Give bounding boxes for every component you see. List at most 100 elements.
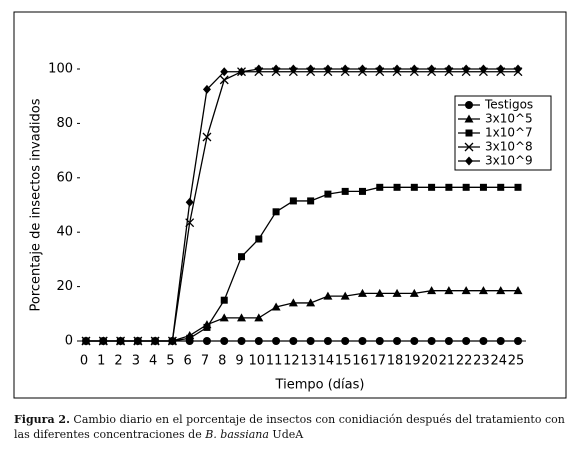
x-tick-label: 18 (387, 354, 404, 369)
marker (237, 313, 247, 322)
marker (410, 64, 419, 74)
y-tick-label: 100 (48, 62, 73, 77)
x-tick-label: 2 (114, 354, 122, 369)
marker (358, 64, 367, 74)
marker (272, 208, 280, 216)
legend-label: 3x10^8 (485, 140, 533, 154)
x-tick-label: 20 (421, 354, 438, 369)
y-tick-label: 60 (56, 170, 73, 185)
marker (254, 64, 263, 74)
marker (464, 142, 474, 152)
marker (496, 64, 505, 74)
marker (220, 296, 228, 304)
marker (219, 75, 229, 85)
marker (306, 64, 315, 74)
marker (358, 337, 367, 345)
legend-label: 3x10^5 (485, 112, 533, 126)
marker (427, 337, 436, 345)
marker (465, 101, 473, 109)
legend-label: Testigos (484, 98, 533, 112)
x-tick-label: 25 (508, 354, 525, 369)
marker (220, 337, 229, 345)
x-tick-label: 19 (404, 354, 421, 369)
marker (255, 235, 263, 243)
marker (409, 288, 419, 297)
marker (237, 337, 246, 345)
x-tick-label: 9 (235, 354, 243, 369)
marker (202, 132, 212, 142)
marker (202, 337, 211, 345)
marker (323, 64, 332, 74)
marker (341, 337, 350, 345)
marker (428, 183, 436, 191)
caption-text: UdeA (272, 428, 304, 441)
marker (357, 288, 367, 297)
marker (341, 64, 350, 74)
marker (478, 286, 488, 295)
marker (496, 286, 506, 295)
marker (341, 187, 349, 195)
x-tick-label: 23 (473, 354, 490, 369)
chart: Tiempo (días) Porcentaje de insectos inv… (13, 11, 567, 399)
x-tick-label: 11 (266, 354, 283, 369)
x-tick-label: 21 (439, 354, 456, 369)
marker (393, 64, 402, 74)
marker (427, 286, 437, 295)
marker (306, 337, 315, 345)
legend-label: 1x10^7 (485, 126, 533, 140)
marker (444, 286, 454, 295)
marker (375, 64, 384, 74)
marker (376, 183, 384, 191)
x-tick-label: 8 (218, 354, 226, 369)
marker (375, 288, 385, 297)
y-tick-label: 40 (56, 225, 73, 240)
caption-species: B. bassiana (205, 428, 269, 441)
marker (116, 336, 125, 346)
marker (168, 336, 177, 346)
x-tick-label: 16 (352, 354, 369, 369)
x-tick-label: 4 (149, 354, 157, 369)
legend-label: 3x10^9 (485, 154, 533, 168)
marker (254, 313, 264, 322)
marker (340, 291, 350, 300)
y-axis-label: Porcentaje de insectos invadidos (29, 98, 44, 311)
marker (410, 183, 418, 191)
marker (358, 187, 366, 195)
x-tick-label: 6 (184, 354, 192, 369)
marker (271, 302, 281, 311)
series-line (86, 290, 518, 342)
x-tick-label: 24 (490, 354, 507, 369)
marker (514, 64, 522, 74)
marker (497, 183, 505, 191)
y-tick-label: 0 (65, 334, 73, 349)
x-tick-label: 5 (166, 354, 174, 369)
marker (254, 337, 263, 345)
x-tick-label: 17 (369, 354, 386, 369)
marker (289, 197, 297, 205)
marker (186, 334, 194, 342)
marker (462, 64, 471, 74)
series-line (86, 186, 518, 342)
marker (479, 337, 488, 345)
marker (151, 336, 160, 346)
marker (513, 286, 523, 295)
marker (465, 129, 473, 137)
marker (99, 336, 108, 346)
marker (375, 337, 384, 345)
marker (464, 114, 474, 123)
y-tick-label: 20 (56, 279, 73, 294)
x-tick-label: 10 (249, 354, 266, 369)
series-line (86, 68, 518, 342)
marker (427, 64, 436, 74)
marker (203, 323, 211, 331)
marker (237, 67, 246, 77)
marker (479, 183, 487, 191)
marker (393, 337, 402, 345)
x-tick-label: 22 (456, 354, 473, 369)
marker (324, 190, 332, 198)
x-tick-label: 15 (335, 354, 352, 369)
marker (219, 313, 229, 322)
marker (288, 298, 298, 307)
